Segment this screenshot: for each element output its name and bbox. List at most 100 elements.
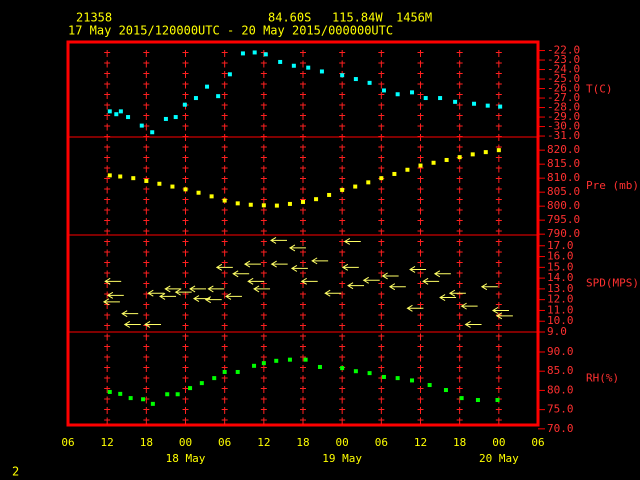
y-tick-label: 70.0 bbox=[547, 422, 574, 435]
data-point bbox=[118, 391, 123, 396]
data-point bbox=[209, 194, 214, 199]
data-point bbox=[496, 148, 501, 153]
data-point bbox=[443, 388, 448, 393]
data-point bbox=[182, 102, 187, 107]
data-point bbox=[144, 178, 149, 183]
wind-arrow bbox=[121, 310, 139, 318]
y-axis-label: SPD(MPS) bbox=[586, 277, 639, 290]
data-point bbox=[252, 50, 257, 55]
data-point bbox=[340, 366, 345, 371]
data-point bbox=[252, 363, 257, 368]
data-point bbox=[317, 364, 322, 369]
data-point bbox=[107, 109, 112, 114]
data-point bbox=[287, 201, 292, 206]
y-tick-label: -27.0 bbox=[547, 91, 580, 104]
x-tick-label: 12 bbox=[101, 436, 114, 449]
grid-line bbox=[104, 50, 111, 425]
data-point bbox=[114, 112, 119, 117]
x-tick-label: 12 bbox=[414, 436, 427, 449]
data-point bbox=[170, 184, 175, 189]
y-tick-label: -23.0 bbox=[547, 53, 580, 66]
data-point bbox=[222, 369, 227, 374]
date-label: 19 May bbox=[322, 452, 362, 465]
wind-arrow bbox=[480, 283, 498, 291]
station-id: 21358 bbox=[76, 11, 112, 25]
data-point bbox=[483, 150, 488, 155]
data-point bbox=[392, 171, 397, 176]
x-tick-label: 00 bbox=[492, 436, 505, 449]
plot-frame bbox=[66, 40, 540, 427]
wind-arrow bbox=[204, 296, 222, 304]
y-tick-label: -29.0 bbox=[547, 110, 580, 123]
x-tick-label: 06 bbox=[61, 436, 74, 449]
wind-arrow bbox=[409, 266, 427, 273]
data-point bbox=[248, 202, 253, 207]
y-tick-label: -24.0 bbox=[547, 63, 580, 76]
wind-arrow bbox=[406, 304, 424, 312]
data-point bbox=[205, 84, 210, 89]
grid-line bbox=[221, 50, 228, 425]
wind-arrow bbox=[232, 270, 250, 278]
data-point bbox=[353, 369, 358, 374]
wind-arrow bbox=[347, 282, 365, 290]
wind-arrow bbox=[464, 321, 482, 328]
wind-arrow bbox=[164, 285, 182, 293]
data-point bbox=[475, 398, 480, 403]
grid-line bbox=[456, 50, 463, 425]
y-tick-label: 17.0 bbox=[547, 239, 574, 252]
wind-arrow bbox=[106, 291, 124, 299]
data-point bbox=[438, 96, 443, 101]
wind-arrow bbox=[491, 307, 509, 314]
data-point bbox=[301, 199, 305, 204]
longitude: 115.84W bbox=[332, 11, 383, 25]
page-number: 2 bbox=[12, 465, 19, 479]
y-tick-label: 13.0 bbox=[547, 282, 574, 295]
data-point bbox=[405, 167, 410, 172]
wind-arrow bbox=[448, 289, 466, 297]
grid-line bbox=[300, 50, 306, 425]
wind-arrow bbox=[288, 244, 306, 252]
x-tick-label: 00 bbox=[179, 436, 192, 449]
y-tick-label: 810.0 bbox=[547, 171, 580, 184]
wind-arrow bbox=[104, 277, 122, 285]
wind-arrow bbox=[189, 285, 207, 293]
data-point bbox=[395, 376, 400, 381]
date-label: 18 May bbox=[166, 452, 206, 465]
x-tick-label: 00 bbox=[336, 436, 349, 449]
data-point bbox=[118, 174, 123, 179]
data-point bbox=[418, 163, 423, 168]
data-point bbox=[175, 392, 180, 397]
data-point bbox=[183, 187, 188, 192]
data-point bbox=[118, 109, 123, 114]
data-point bbox=[495, 398, 500, 403]
data-point bbox=[157, 181, 162, 186]
data-point bbox=[306, 65, 311, 70]
y-tick-label: 9.0 bbox=[547, 325, 567, 338]
grid-line bbox=[143, 50, 150, 425]
data-point bbox=[472, 101, 477, 106]
y-tick-label: 80.0 bbox=[547, 383, 574, 396]
y-tick-label: -22.0 bbox=[547, 44, 580, 57]
data-point bbox=[274, 203, 279, 208]
data-point bbox=[353, 77, 358, 82]
wind-arrow bbox=[207, 285, 225, 293]
data-point bbox=[131, 176, 136, 181]
data-point bbox=[150, 401, 155, 406]
data-point bbox=[453, 99, 458, 104]
wind-arrow bbox=[225, 293, 242, 300]
wind-arrow bbox=[247, 277, 265, 285]
data-point bbox=[196, 190, 201, 195]
data-point bbox=[459, 396, 464, 401]
wind-arrow bbox=[215, 263, 233, 271]
wind-arrow bbox=[270, 236, 288, 244]
data-point bbox=[173, 115, 178, 120]
data-point bbox=[163, 116, 168, 121]
x-tick-label: 06 bbox=[531, 436, 544, 449]
data-point bbox=[367, 80, 372, 85]
data-point bbox=[165, 392, 170, 397]
y-tick-label: -26.0 bbox=[547, 82, 580, 95]
data-point bbox=[340, 73, 345, 78]
data-point bbox=[216, 94, 221, 99]
data-point bbox=[199, 381, 204, 386]
